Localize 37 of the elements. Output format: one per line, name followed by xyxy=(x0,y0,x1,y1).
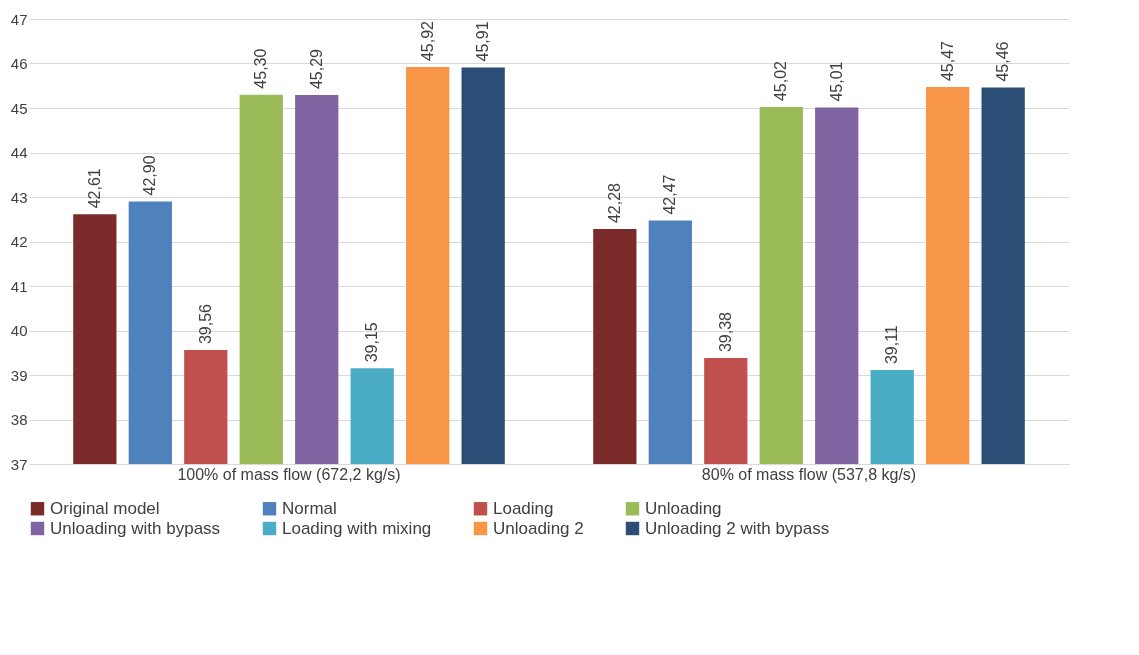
data-label: 45,01 xyxy=(827,61,845,102)
y-tick-label: 43 xyxy=(10,188,28,206)
legend-label: Loading with mixing xyxy=(282,518,432,538)
y-tick-label: 44 xyxy=(10,144,28,161)
legend-label: Unloading xyxy=(645,498,722,518)
legend-label: Normal xyxy=(282,498,337,518)
y-tick-label: 41 xyxy=(10,277,28,295)
legend-label: Unloading 2 with bypass xyxy=(645,518,830,538)
data-label: 45,02 xyxy=(772,60,790,102)
data-label: 45,29 xyxy=(307,48,325,90)
y-tick-label: 37 xyxy=(10,455,28,473)
data-label: 42,90 xyxy=(141,155,159,196)
data-label: 42,47 xyxy=(661,174,679,215)
y-tick-label: 42 xyxy=(10,233,28,250)
y-tick-label: 38 xyxy=(10,411,28,428)
data-label: 45,92 xyxy=(418,20,436,62)
data-label: 42,61 xyxy=(85,168,103,209)
data-label: 39,11 xyxy=(883,325,901,365)
y-tick-label: 45 xyxy=(10,99,28,117)
data-label: 45,46 xyxy=(994,41,1012,82)
y-tick-label: 46 xyxy=(10,55,28,72)
legend-label: Unloading with bypass xyxy=(50,518,221,538)
x-tick-label: 100% of mass flow (672,2 kg/s) xyxy=(177,465,401,483)
legend-label: Original model xyxy=(50,498,160,518)
data-label: 45,91 xyxy=(474,21,492,62)
y-tick-label: 39 xyxy=(10,366,28,384)
legend-label: Loading xyxy=(493,498,554,518)
data-label: 45,47 xyxy=(938,40,956,82)
data-label: 42,28 xyxy=(605,182,623,224)
data-label: 39,15 xyxy=(363,322,381,363)
y-tick-label: 40 xyxy=(10,322,28,339)
data-label: 39,38 xyxy=(716,311,734,353)
data-label: 39,56 xyxy=(196,303,214,345)
data-label: 45,30 xyxy=(252,48,270,89)
legend-label: Unloading 2 xyxy=(493,518,584,538)
y-tick-label: 47 xyxy=(10,10,28,28)
x-tick-label: 80% of mass flow (537,8 kg/s) xyxy=(701,465,917,483)
